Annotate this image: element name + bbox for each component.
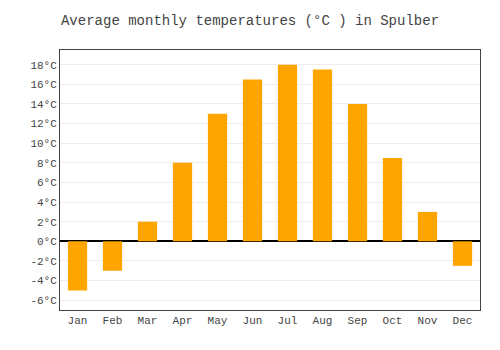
svg-text:-2°C: -2°C <box>30 256 57 268</box>
svg-text:Nov: Nov <box>418 315 438 327</box>
svg-text:-4°C: -4°C <box>30 275 57 287</box>
svg-text:Mar: Mar <box>138 315 158 327</box>
svg-text:0°C: 0°C <box>37 236 57 248</box>
svg-text:Jul: Jul <box>278 315 298 327</box>
svg-text:Oct: Oct <box>383 315 403 327</box>
svg-text:12°C: 12°C <box>30 118 57 130</box>
svg-text:Aug: Aug <box>313 315 333 327</box>
svg-text:Jun: Jun <box>243 315 263 327</box>
svg-text:14°C: 14°C <box>30 99 57 111</box>
svg-text:Average monthly temperatures (: Average monthly temperatures (°C ) in Sp… <box>61 13 439 29</box>
svg-text:18°C: 18°C <box>30 60 57 72</box>
svg-text:6°C: 6°C <box>37 177 57 189</box>
svg-text:2°C: 2°C <box>37 217 57 229</box>
svg-text:16°C: 16°C <box>30 79 57 91</box>
svg-text:Sep: Sep <box>348 315 368 327</box>
svg-text:4°C: 4°C <box>37 197 57 209</box>
svg-text:10°C: 10°C <box>30 138 57 150</box>
svg-text:Feb: Feb <box>103 315 123 327</box>
svg-text:Dec: Dec <box>453 315 473 327</box>
svg-text:-6°C: -6°C <box>30 295 57 307</box>
svg-text:Jan: Jan <box>68 315 88 327</box>
svg-text:Apr: Apr <box>173 315 193 327</box>
svg-text:May: May <box>208 315 228 327</box>
svg-text:8°C: 8°C <box>37 158 57 170</box>
